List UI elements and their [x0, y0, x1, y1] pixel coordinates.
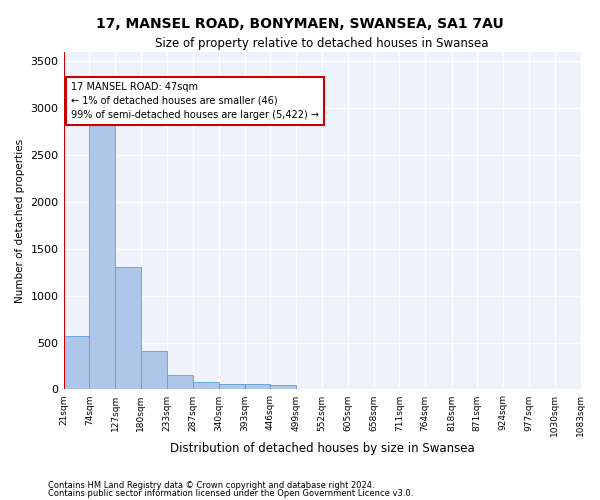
Bar	[271, 385, 296, 390]
Text: Contains public sector information licensed under the Open Government Licence v3: Contains public sector information licen…	[48, 489, 413, 498]
X-axis label: Distribution of detached houses by size in Swansea: Distribution of detached houses by size …	[170, 442, 475, 455]
Text: Contains HM Land Registry data © Crown copyright and database right 2024.: Contains HM Land Registry data © Crown c…	[48, 480, 374, 490]
Bar	[245, 384, 271, 390]
Bar	[64, 336, 89, 390]
Title: Size of property relative to detached houses in Swansea: Size of property relative to detached ho…	[155, 38, 489, 51]
Text: 17, MANSEL ROAD, BONYMAEN, SWANSEA, SA1 7AU: 17, MANSEL ROAD, BONYMAEN, SWANSEA, SA1 …	[96, 18, 504, 32]
Bar	[167, 375, 193, 390]
Y-axis label: Number of detached properties: Number of detached properties	[15, 138, 25, 302]
Bar	[115, 266, 141, 390]
Bar	[89, 116, 115, 390]
Bar	[193, 382, 219, 390]
Bar	[219, 384, 245, 390]
Text: 17 MANSEL ROAD: 47sqm
← 1% of detached houses are smaller (46)
99% of semi-detac: 17 MANSEL ROAD: 47sqm ← 1% of detached h…	[71, 82, 319, 120]
Bar	[141, 351, 167, 390]
